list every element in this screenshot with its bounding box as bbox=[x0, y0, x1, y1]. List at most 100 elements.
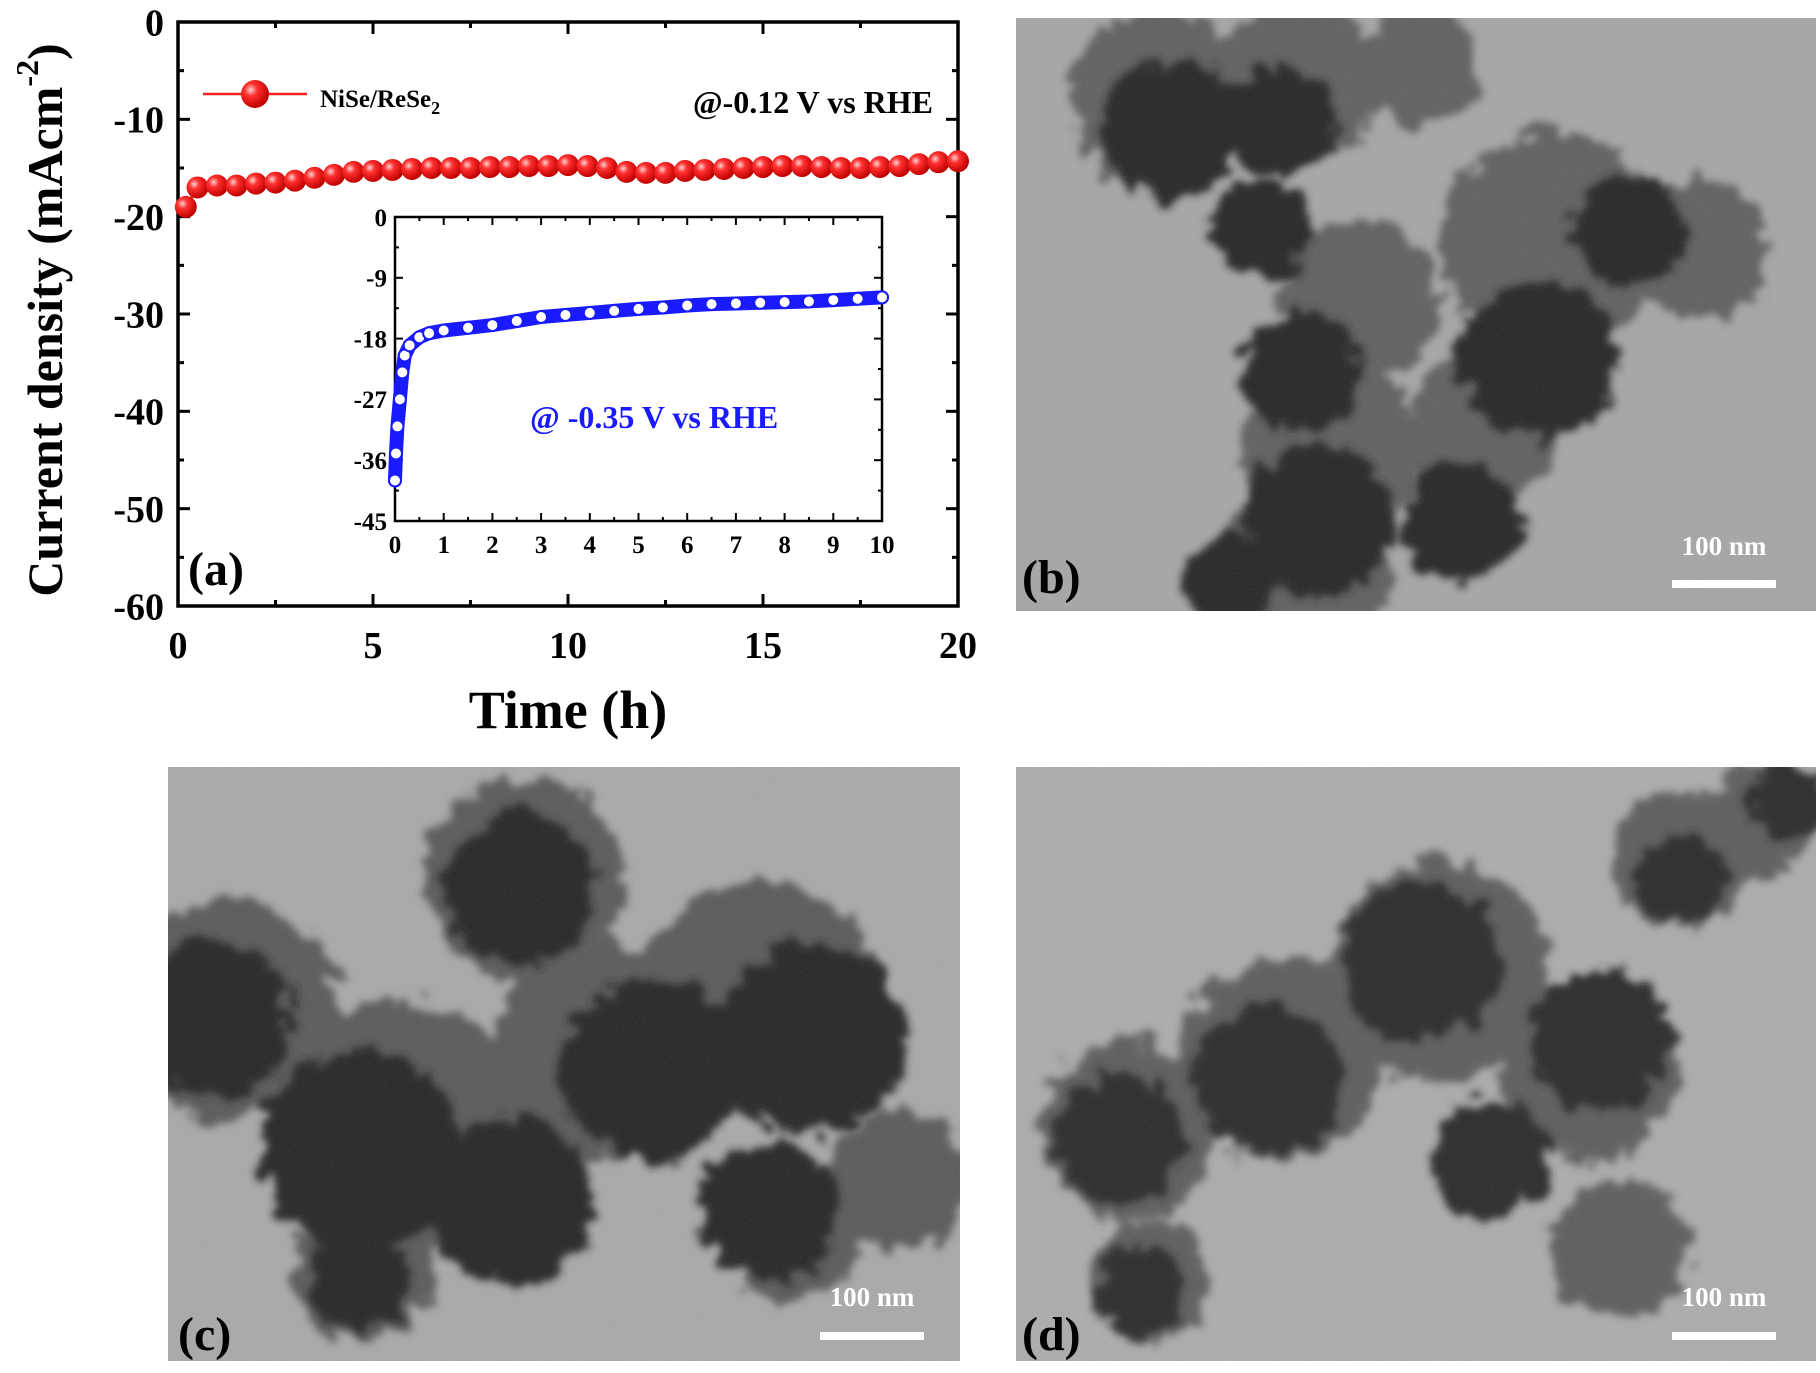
scale-bar-c bbox=[820, 1332, 924, 1340]
x-tick-label: 9 bbox=[827, 532, 840, 559]
y-tick-label: -30 bbox=[113, 294, 164, 336]
x-tick-label: 5 bbox=[632, 532, 645, 559]
y-tick-label: -20 bbox=[113, 197, 164, 239]
inset-data-point bbox=[631, 301, 646, 316]
data-point bbox=[498, 156, 521, 179]
y-tick-label: -27 bbox=[354, 387, 387, 414]
y-tick-label: 0 bbox=[145, 2, 164, 44]
panel-a: 0 5 10 15 200-10-20-30-40-50-60 NiSe/ReSe2 @… bbox=[9, 2, 977, 740]
x-tick-label: 15 bbox=[744, 625, 782, 667]
inset-series bbox=[388, 290, 889, 488]
panel-c: 100 nm (c) bbox=[168, 767, 960, 1361]
data-point bbox=[927, 151, 950, 174]
inset-data-point bbox=[801, 294, 816, 309]
x-tick-label: 2 bbox=[486, 532, 499, 559]
y-tick-label: -40 bbox=[113, 392, 164, 434]
legend: NiSe/ReSe2 bbox=[203, 80, 440, 118]
data-point bbox=[849, 157, 872, 179]
scale-bar-label-d: 100 nm bbox=[1682, 1282, 1767, 1312]
inset-data-point bbox=[655, 300, 670, 315]
particles-d bbox=[1016, 767, 1816, 1361]
data-point bbox=[615, 160, 638, 183]
inset-data-point bbox=[582, 305, 597, 320]
series-nise-rese2 bbox=[174, 150, 969, 218]
y-tick-label: -45 bbox=[354, 509, 387, 536]
data-point bbox=[732, 157, 755, 179]
inset-data-point bbox=[485, 318, 500, 333]
panel-label-a: (a) bbox=[188, 543, 244, 596]
main-axis-ticks: 0 5 10 15 200-10-20-30-40-50-60 bbox=[113, 2, 977, 667]
y-tick-label: -18 bbox=[354, 326, 387, 353]
x-tick-label: 7 bbox=[730, 532, 743, 559]
inset-annotation: @ -0.35 V vs RHE bbox=[530, 399, 778, 435]
data-point bbox=[420, 157, 443, 179]
inset-data-point bbox=[728, 296, 743, 311]
x-tick-label: 8 bbox=[778, 532, 791, 559]
data-point bbox=[381, 158, 404, 181]
inset-data-point bbox=[436, 323, 451, 338]
inset-data-point bbox=[534, 309, 549, 324]
y-tick-label: -50 bbox=[113, 489, 164, 531]
inset-data-point bbox=[461, 320, 476, 335]
data-point bbox=[908, 153, 930, 176]
inset-data-point bbox=[607, 303, 622, 318]
data-point bbox=[518, 155, 540, 178]
x-tick-label: 1 bbox=[437, 532, 450, 559]
x-tick-label: 10 bbox=[870, 532, 895, 559]
panel-d: 100 nm (d) bbox=[1016, 767, 1816, 1361]
inset-data-point bbox=[509, 314, 524, 329]
inset-data-point bbox=[680, 298, 695, 313]
data-point bbox=[440, 157, 462, 179]
scale-bar-d bbox=[1672, 1332, 1776, 1340]
panel-b: 100 nm (b) bbox=[1016, 18, 1816, 611]
data-point bbox=[771, 155, 794, 178]
y-tick-label: -10 bbox=[113, 100, 164, 142]
inset-series-line bbox=[388, 290, 889, 488]
x-tick-label: 3 bbox=[535, 532, 548, 559]
y-tick-label: -36 bbox=[354, 448, 387, 475]
x-tick-label: 0 bbox=[389, 532, 402, 559]
data-point bbox=[713, 157, 735, 180]
inset-data-point bbox=[826, 293, 841, 308]
data-point bbox=[174, 195, 197, 218]
x-tick-label: 20 bbox=[939, 625, 977, 667]
y-tick-label: -60 bbox=[113, 586, 164, 628]
data-point bbox=[479, 156, 501, 179]
inset-plot-frame bbox=[393, 215, 884, 523]
data-point bbox=[947, 150, 969, 173]
data-point bbox=[284, 169, 306, 192]
inset-data-point bbox=[390, 419, 405, 434]
main-annotation: @-0.12 V vs RHE bbox=[693, 84, 933, 120]
data-point bbox=[576, 155, 599, 178]
data-point bbox=[791, 155, 813, 178]
panel-label-c: (c) bbox=[178, 1308, 231, 1361]
data-point bbox=[206, 174, 228, 197]
x-tick-label: 5 bbox=[364, 625, 383, 667]
x-tick-label: 0 bbox=[169, 625, 188, 667]
inset-data-point bbox=[777, 295, 792, 310]
inset-data-point bbox=[402, 338, 417, 353]
panel-label-d: (d) bbox=[1022, 1308, 1081, 1361]
data-point bbox=[693, 158, 716, 181]
data-point bbox=[537, 155, 560, 178]
scale-bar-label-c: 100 nm bbox=[830, 1282, 915, 1312]
data-point bbox=[596, 157, 618, 179]
y-axis-label: Current density (mAcm-2) bbox=[9, 43, 73, 596]
inset-axis-ticks: 0 1 2 3 4 5 6 7 8 9 10 0 -9 -18 -27 -36 -45 bbox=[354, 205, 895, 559]
y-tick-label: 0 bbox=[375, 205, 388, 232]
particles-b bbox=[1016, 18, 1816, 611]
legend-marker bbox=[241, 80, 269, 108]
data-point bbox=[401, 157, 423, 180]
particles-c bbox=[168, 767, 960, 1361]
data-point bbox=[674, 159, 696, 182]
data-point bbox=[752, 156, 774, 179]
data-point bbox=[342, 160, 365, 183]
inset-data-point bbox=[388, 473, 402, 488]
data-point bbox=[362, 159, 384, 182]
data-point bbox=[830, 157, 852, 179]
legend-label: NiSe/ReSe2 bbox=[320, 86, 440, 118]
data-point bbox=[186, 176, 209, 199]
data-point bbox=[459, 157, 482, 179]
data-point bbox=[225, 174, 248, 197]
